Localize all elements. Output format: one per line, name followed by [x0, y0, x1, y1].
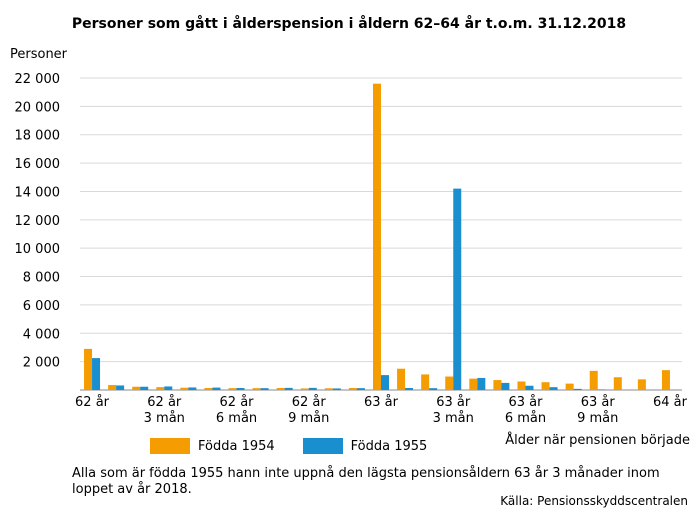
x-tick-label: 6 mån	[505, 411, 546, 426]
x-tick-label: 6 mån	[216, 411, 257, 426]
x-tick-label: 62 år	[75, 395, 110, 410]
y-tick-label: 16 000	[15, 157, 61, 172]
source-label: Källa: Pensionsskyddscentralen	[500, 494, 688, 508]
y-tick-label: 18 000	[15, 129, 61, 144]
bar-1955	[164, 386, 173, 390]
bar-1954	[421, 374, 430, 390]
bar-1954	[565, 383, 574, 390]
bar-1955	[236, 388, 245, 390]
bar-1954	[204, 388, 213, 390]
x-axis-label: Ålder när pensionen började	[505, 432, 690, 448]
legend-swatch-1955	[302, 438, 343, 454]
y-tick-label: 8 000	[23, 271, 60, 286]
bar-1954	[132, 386, 141, 390]
chart-title: Personer som gått i ålderspension i ålde…	[71, 16, 627, 32]
legend-item-1955: Födda 1955	[302, 438, 428, 454]
bar-1954	[589, 370, 598, 390]
x-tick-label: 62 år	[147, 395, 182, 410]
bar-1955	[549, 387, 558, 390]
bar-1954	[493, 380, 502, 390]
footnote: Alla som är födda 1955 hann inte uppnå d…	[72, 466, 660, 497]
x-tick-label: 62 år	[292, 395, 327, 410]
y-tick-label: 22 000	[15, 72, 61, 87]
x-tick-label: 3 mån	[144, 411, 185, 426]
bar-1955	[332, 388, 341, 390]
y-tick-label: 10 000	[15, 242, 61, 257]
y-tick-label: 20 000	[15, 100, 61, 115]
bar-1954	[180, 387, 189, 390]
bar-1954	[469, 378, 478, 390]
bar-1954	[300, 388, 309, 390]
bar-1955	[525, 385, 534, 390]
bar-1955	[188, 387, 197, 390]
x-tick-label: 63 år	[581, 395, 616, 410]
bar-1954	[156, 387, 165, 390]
bar-1955	[140, 386, 149, 390]
x-tick-label: 62 år	[220, 395, 255, 410]
bar-1954	[324, 388, 333, 390]
bar-1954	[445, 376, 454, 390]
y-tick-label: 4 000	[23, 327, 60, 342]
y-tick-label: 6 000	[23, 299, 60, 314]
bar-1955	[501, 382, 510, 390]
y-axis: 2 000 4 000 6 000 8 000 10 000 12 000 14 000 16…	[15, 72, 61, 371]
bar-1955	[573, 388, 582, 390]
bar-1955	[356, 388, 365, 390]
x-tick-label: 9 mån	[577, 411, 618, 426]
x-tick-label: 63 år	[364, 395, 399, 410]
bar-1954	[84, 348, 93, 390]
legend: Födda 1954 Födda 1955	[150, 438, 427, 454]
bar-1954	[108, 385, 117, 390]
bar-1955	[260, 388, 269, 390]
bar-1955	[212, 387, 221, 390]
y-tick-label: 14 000	[15, 185, 61, 200]
bar-1955	[308, 387, 317, 390]
bar-1955	[405, 388, 414, 390]
bar-1955	[381, 375, 389, 390]
x-tick-label: 64 år	[653, 395, 688, 410]
legend-item-1954: Födda 1954	[150, 438, 275, 454]
legend-swatch-1954	[150, 438, 190, 454]
legend-label-1955: Födda 1955	[350, 438, 428, 454]
y-tick-label: 12 000	[15, 214, 61, 229]
x-tick-label: 63 år	[436, 395, 471, 410]
bar-1955	[453, 188, 462, 390]
x-tick-label: 3 mån	[433, 411, 474, 426]
bar-1954	[541, 382, 550, 390]
bar-1955	[477, 377, 486, 390]
bar-1954	[637, 379, 646, 390]
bar-1954	[517, 381, 526, 390]
bar-1954	[661, 370, 670, 390]
bar-1955	[284, 387, 293, 390]
bar-1955	[429, 388, 438, 390]
y-axis-label: Personer	[10, 47, 68, 62]
bar-1955	[116, 385, 125, 390]
x-tick-label: 9 mån	[288, 411, 329, 426]
bars	[84, 83, 670, 390]
legend-label-1954: Födda 1954	[198, 438, 275, 454]
bar-1954	[252, 388, 261, 390]
bar-1954	[397, 368, 406, 390]
bar-1954	[276, 388, 285, 390]
x-tick-label: 63 år	[508, 395, 543, 410]
bar-1954	[228, 388, 237, 390]
bar-1954	[613, 377, 622, 390]
y-tick-label: 2 000	[23, 356, 60, 371]
bar-1954	[348, 388, 357, 390]
bar-1955	[597, 389, 606, 390]
bar-1955	[92, 358, 101, 390]
bar-1954	[373, 83, 381, 390]
